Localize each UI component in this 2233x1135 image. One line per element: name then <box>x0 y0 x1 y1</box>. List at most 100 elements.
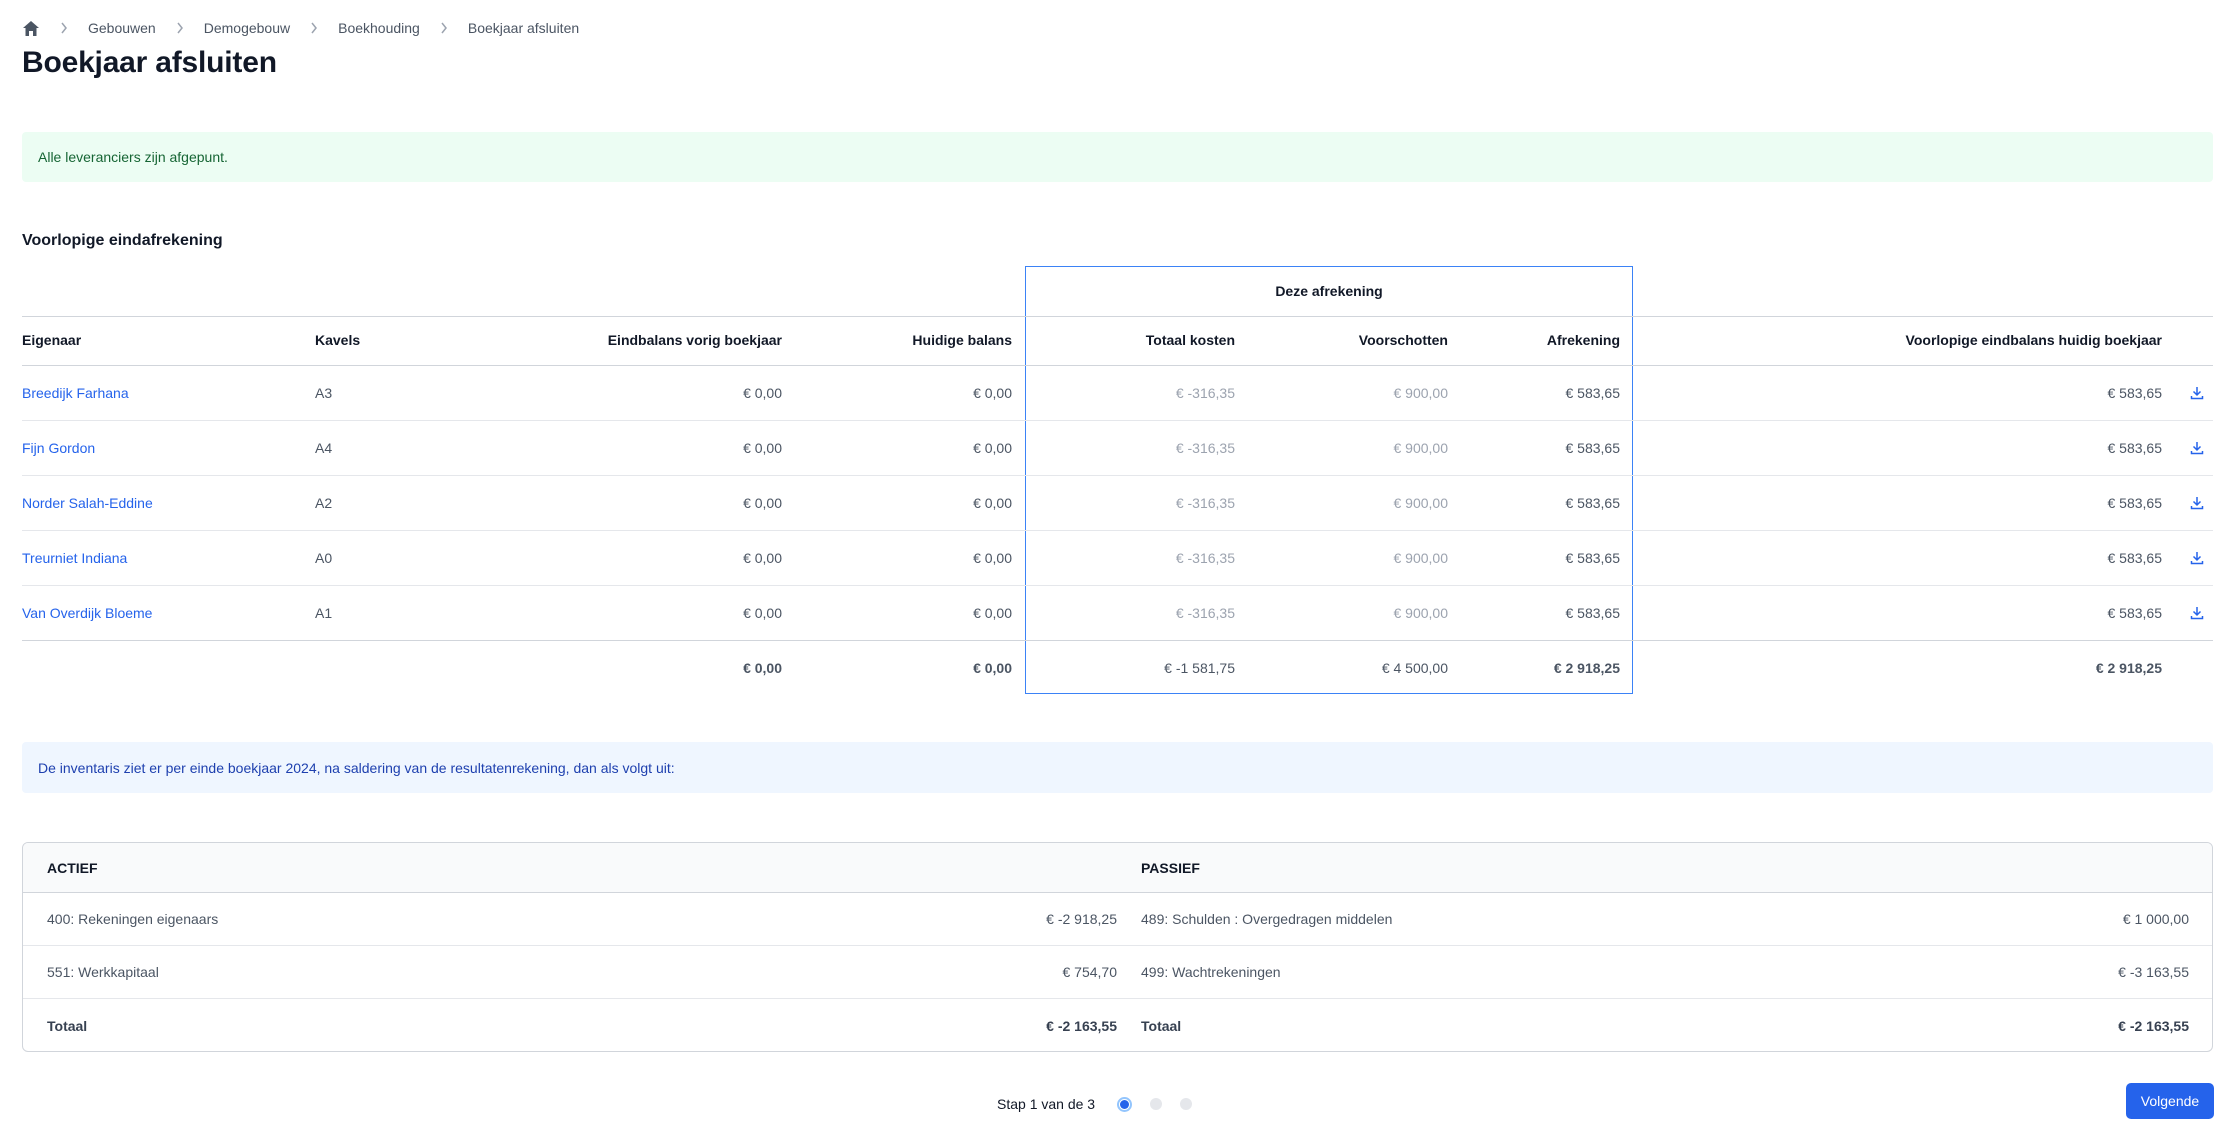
actief-value: € 754,70 <box>1062 964 1118 980</box>
passief-total-label: Totaal <box>1141 1017 1182 1034</box>
inventory-total-row: Totaal € -2 163,55 Totaal € -2 163,55 <box>23 999 2212 1051</box>
breadcrumb-item-gebouwen[interactable]: Gebouwen <box>88 20 156 36</box>
afrekening-cell: € 583,65 <box>1565 549 1621 566</box>
download-icon[interactable] <box>2189 550 2205 566</box>
voorlopige-eindbalans-cell: € 583,65 <box>2107 604 2163 621</box>
table-divider <box>22 585 2213 586</box>
huidige-balans-cell: € 0,00 <box>973 384 1012 401</box>
afrekening-cell: € 583,65 <box>1565 439 1621 456</box>
table-divider <box>22 530 2213 531</box>
passief-label: 499: Wachtrekeningen <box>1141 964 1281 980</box>
passief-total-value: € -2 163,55 <box>2118 1017 2189 1034</box>
chevron-right-icon <box>40 22 88 34</box>
afrekening-cell: € 583,65 <box>1565 494 1621 511</box>
voorlopige-eindbalans-cell: € 583,65 <box>2107 494 2163 511</box>
actief-label: 551: Werkkapitaal <box>47 964 159 980</box>
eindbalans-vorig-cell: € 0,00 <box>743 439 782 456</box>
step-dot-3[interactable] <box>1180 1098 1193 1110</box>
col-header-totaal-kosten: Totaal kosten <box>1145 331 1235 348</box>
col-header-owner: Eigenaar <box>22 331 82 348</box>
kavel-cell: A0 <box>315 549 333 566</box>
owner-link[interactable]: Norder Salah-Eddine <box>22 494 153 511</box>
owner-link[interactable]: Breedijk Farhana <box>22 384 129 401</box>
total-voorlopige-eindbalans: € 2 918,25 <box>2095 659 2162 676</box>
download-icon[interactable] <box>2189 495 2205 511</box>
table-row: Van Overdijk Bloeme A1 € 0,00 € 0,00 € -… <box>22 585 2213 640</box>
breadcrumb: Gebouwen Demogebouw Boekhouding Boekjaar… <box>22 18 579 38</box>
chevron-right-icon <box>290 22 338 34</box>
passief-label: 489: Schulden : Overgedragen middelen <box>1141 911 1393 927</box>
huidige-balans-cell: € 0,00 <box>973 604 1012 621</box>
kavel-cell: A4 <box>315 439 333 456</box>
actief-total-value: € -2 163,55 <box>1046 1017 1117 1034</box>
totaal-kosten-cell: € -316,35 <box>1175 439 1235 456</box>
kavel-cell: A3 <box>315 384 333 401</box>
step-indicator <box>1117 1096 1210 1112</box>
total-voorschotten: € 4 500,00 <box>1381 659 1448 676</box>
col-header-afrekening: Afrekening <box>1546 331 1620 348</box>
col-header-eindbalans-vorig: Eindbalans vorig boekjaar <box>607 331 782 348</box>
eindbalans-vorig-cell: € 0,00 <box>743 494 782 511</box>
download-icon[interactable] <box>2189 440 2205 456</box>
breadcrumb-item-boekhouding[interactable]: Boekhouding <box>338 20 420 36</box>
table-divider <box>22 420 2213 421</box>
chevron-right-icon <box>420 22 468 34</box>
huidige-balans-cell: € 0,00 <box>973 439 1012 456</box>
next-button[interactable]: Volgende <box>2126 1083 2214 1119</box>
owner-link[interactable]: Treurniet Indiana <box>22 549 128 566</box>
success-alert: Alle leveranciers zijn afgepunt. <box>22 132 2213 182</box>
col-header-voorlopige-eindbalans: Voorlopige eindbalans huidig boekjaar <box>1905 331 2162 348</box>
voorlopige-eindbalans-cell: € 583,65 <box>2107 384 2163 401</box>
afrekening-cell: € 583,65 <box>1565 604 1621 621</box>
eindbalans-vorig-cell: € 0,00 <box>743 549 782 566</box>
owner-link[interactable]: Fijn Gordon <box>22 439 96 456</box>
inventory-row: 551: Werkkapitaal € 754,70 499: Wachtrek… <box>23 946 2212 999</box>
col-header-voorschotten: Voorschotten <box>1358 331 1448 348</box>
actief-total-label: Totaal <box>47 1017 88 1034</box>
section-title: Voorlopige eindafrekening <box>22 232 223 249</box>
download-icon[interactable] <box>2189 385 2205 401</box>
step-label: Stap 1 van de 3 <box>997 1096 1096 1112</box>
afrekening-cell: € 583,65 <box>1565 384 1621 401</box>
table-row: Breedijk Farhana A3 € 0,00 € 0,00 € -316… <box>22 365 2213 420</box>
huidige-balans-cell: € 0,00 <box>973 494 1012 511</box>
table-divider <box>22 365 2213 366</box>
inventory-header-row: ACTIEF PASSIEF <box>23 843 2212 893</box>
download-icon[interactable] <box>2189 605 2205 621</box>
home-icon[interactable] <box>22 19 40 37</box>
passief-value: € 1 000,00 <box>2122 911 2189 927</box>
total-eindbalans-vorig: € 0,00 <box>743 659 782 676</box>
eindbalans-vorig-cell: € 0,00 <box>743 604 782 621</box>
voorlopige-eindbalans-cell: € 583,65 <box>2107 549 2163 566</box>
totaal-kosten-cell: € -316,35 <box>1175 604 1235 621</box>
col-header-huidige-balans: Huidige balans <box>912 331 1012 348</box>
step-dot-2[interactable] <box>1150 1098 1163 1110</box>
huidige-balans-cell: € 0,00 <box>973 549 1012 566</box>
voorschotten-cell: € 900,00 <box>1393 384 1449 401</box>
total-huidige-balans: € 0,00 <box>973 659 1012 676</box>
step-dot-1[interactable] <box>1117 1096 1133 1112</box>
owner-link[interactable]: Van Overdijk Bloeme <box>22 604 153 621</box>
voorlopige-eindbalans-cell: € 583,65 <box>2107 439 2163 456</box>
table-divider <box>22 475 2213 476</box>
table-header-row: Eigenaar Kavels Eindbalans vorig boekjaa… <box>22 312 2213 367</box>
voorschotten-cell: € 900,00 <box>1393 549 1449 566</box>
kavel-cell: A2 <box>315 494 333 511</box>
passief-value: € -3 163,55 <box>2118 964 2189 980</box>
eindbalans-vorig-cell: € 0,00 <box>743 384 782 401</box>
table-row: Norder Salah-Eddine A2 € 0,00 € 0,00 € -… <box>22 475 2213 530</box>
breadcrumb-item-current[interactable]: Boekjaar afsluiten <box>467 20 580 36</box>
totaal-kosten-cell: € -316,35 <box>1175 384 1235 401</box>
chevron-right-icon <box>156 22 204 34</box>
inventory-table: ACTIEF PASSIEF 400: Rekeningen eigenaars… <box>22 842 2213 1052</box>
actief-label: 400: Rekeningen eigenaars <box>47 911 219 927</box>
voorschotten-cell: € 900,00 <box>1393 604 1449 621</box>
page-title: Boekjaar afsluiten <box>22 46 277 79</box>
voorschotten-cell: € 900,00 <box>1393 439 1449 456</box>
info-alert: De inventaris ziet er per einde boekjaar… <box>22 742 2213 793</box>
breadcrumb-item-demogebouw[interactable]: Demogebouw <box>203 20 291 36</box>
inventory-row: 400: Rekeningen eigenaars € -2 918,25 48… <box>23 893 2212 946</box>
total-afrekening: € 2 918,25 <box>1553 659 1620 676</box>
kavel-cell: A1 <box>315 604 333 621</box>
voorschotten-cell: € 900,00 <box>1393 494 1449 511</box>
